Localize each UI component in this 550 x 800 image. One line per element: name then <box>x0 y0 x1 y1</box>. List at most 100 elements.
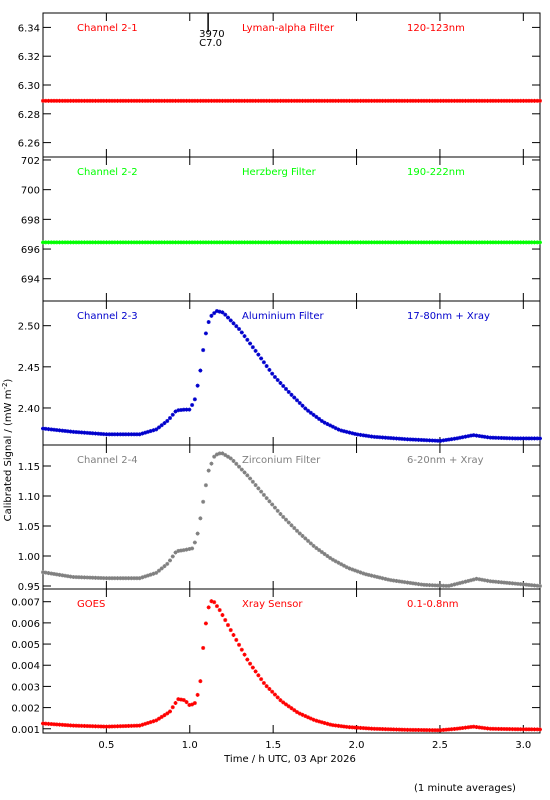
data-point <box>419 582 424 587</box>
data-point <box>121 576 126 581</box>
data-point-stroke <box>482 435 487 439</box>
data-point <box>292 526 297 531</box>
data-point <box>510 98 515 103</box>
data-point-stroke <box>477 240 482 245</box>
data-point-stroke <box>513 240 517 245</box>
data-point-stroke <box>416 240 421 245</box>
data-point <box>521 240 526 245</box>
data-point-stroke <box>355 432 360 437</box>
data-point-stroke <box>165 99 170 103</box>
data-point <box>471 98 476 103</box>
data-point-stroke <box>60 573 65 578</box>
data-point-stroke <box>477 577 482 582</box>
data-point-stroke <box>126 99 131 103</box>
data-point <box>187 407 192 412</box>
channel-label: Channel 2-2 <box>77 167 138 178</box>
data-point <box>535 98 540 103</box>
data-point-stroke <box>535 727 540 732</box>
data-point <box>87 724 92 729</box>
data-point-stroke <box>488 435 493 440</box>
data-point-stroke <box>190 240 194 245</box>
data-point-stroke <box>278 381 283 385</box>
data-point-stroke <box>135 99 139 103</box>
data-point-stroke <box>344 725 349 729</box>
data-point <box>289 98 294 103</box>
data-point-stroke <box>405 728 410 732</box>
data-point-stroke <box>391 99 396 103</box>
data-point <box>339 562 344 567</box>
data-point-stroke <box>295 99 299 103</box>
data-point-stroke <box>90 575 95 580</box>
data-point-stroke <box>173 550 178 555</box>
data-point-stroke <box>411 99 415 103</box>
x-tick-label: 2.5 <box>432 740 448 751</box>
data-point <box>350 725 355 730</box>
data-point <box>184 98 189 103</box>
data-point <box>101 432 106 437</box>
data-point-stroke <box>447 727 451 732</box>
data-point-stroke <box>284 387 288 391</box>
data-point-stroke <box>168 240 172 245</box>
data-point-stroke <box>317 417 321 421</box>
data-point-stroke <box>245 338 250 342</box>
data-point-stroke <box>350 99 355 103</box>
data-point <box>234 637 239 642</box>
data-point <box>60 98 65 103</box>
data-point-stroke <box>353 240 357 245</box>
data-point-stroke <box>226 315 230 320</box>
data-point-stroke <box>441 99 446 103</box>
data-point <box>283 702 288 707</box>
data-point-stroke <box>112 724 117 729</box>
data-point-stroke <box>400 437 404 441</box>
data-point <box>154 98 159 103</box>
data-point-stroke <box>286 704 291 709</box>
data-point-stroke <box>259 356 263 361</box>
data-point-stroke <box>57 722 62 727</box>
data-point-stroke <box>179 99 183 103</box>
data-point-stroke <box>273 692 277 697</box>
data-point-stroke <box>63 573 67 578</box>
data-point-stroke <box>535 583 540 588</box>
data-point-stroke <box>496 436 501 440</box>
data-point-stroke <box>333 99 338 103</box>
data-point-stroke <box>49 240 54 245</box>
data-point-stroke <box>121 99 125 103</box>
data-point <box>259 489 264 494</box>
data-point-stroke <box>253 349 258 353</box>
data-point-stroke <box>292 99 297 103</box>
data-point <box>209 240 214 245</box>
data-point <box>79 240 84 245</box>
data-point-stroke <box>411 581 415 586</box>
x-tick-label: 1.5 <box>265 740 281 751</box>
data-point <box>507 98 512 103</box>
data-point-stroke <box>427 240 432 245</box>
data-point <box>159 566 164 571</box>
data-point-stroke <box>256 673 261 678</box>
data-point <box>292 708 297 713</box>
data-point-stroke <box>380 240 385 245</box>
data-point <box>377 98 382 103</box>
data-point-stroke <box>496 99 501 103</box>
data-point-stroke <box>463 99 468 103</box>
data-point-stroke <box>262 240 266 245</box>
data-point-stroke <box>303 536 308 541</box>
data-point <box>234 461 239 466</box>
data-point-stroke <box>391 436 396 441</box>
data-point-stroke <box>281 240 286 245</box>
data-point-stroke <box>212 311 216 315</box>
data-point <box>446 98 451 103</box>
x-tick-label: 3.0 <box>515 740 531 751</box>
data-point-stroke <box>226 454 230 459</box>
data-point-stroke <box>137 99 142 103</box>
data-point-stroke <box>234 462 239 466</box>
data-point-stroke <box>306 539 310 543</box>
data-point <box>159 714 164 719</box>
data-point-stroke <box>204 483 208 488</box>
data-point-stroke <box>96 240 101 245</box>
data-point <box>267 98 272 103</box>
data-point-stroke <box>193 99 197 103</box>
data-point <box>212 454 217 459</box>
data-point-stroke <box>513 581 517 586</box>
data-point-stroke <box>320 419 324 423</box>
data-point <box>477 725 482 730</box>
